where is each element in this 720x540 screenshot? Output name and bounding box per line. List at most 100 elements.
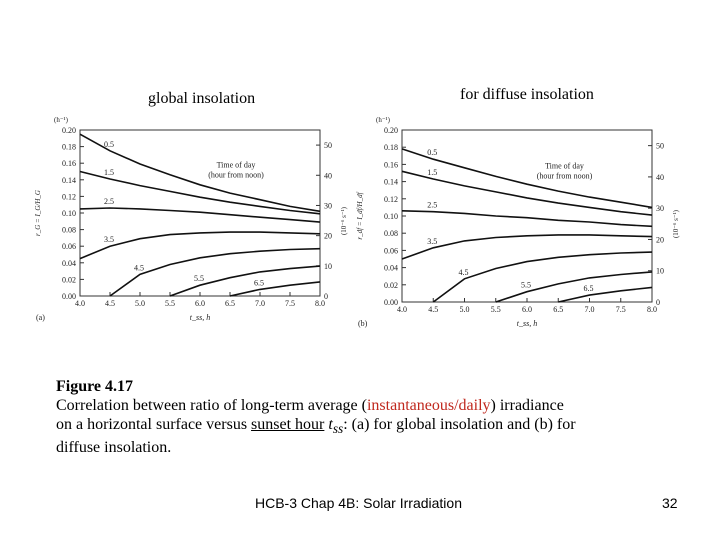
x-tick-label-a: 7.5 <box>285 299 295 308</box>
curve-a-6-5 <box>229 281 321 297</box>
annotation-time-of-day-a: Time of day <box>217 160 256 169</box>
figure-number: Figure 4.17 <box>56 378 134 395</box>
y-tick-label-a: 0.14 <box>62 176 76 185</box>
curve-label-b-2-5: 2.5 <box>427 201 437 210</box>
curve-a-2-5 <box>79 207 321 223</box>
y-tick-label-a: 0.06 <box>62 242 76 251</box>
curve-b-6-5 <box>558 286 653 303</box>
x-axis-label-a: t_ss, h <box>190 313 210 322</box>
curve-a-5-5 <box>169 265 321 297</box>
y-tick-label-b: 0.06 <box>384 246 398 255</box>
footer-title: HCB-3 Chap 4B: Solar Irradiation <box>255 495 462 511</box>
y2-tick-label-a: 0 <box>324 292 328 301</box>
caption-line1-a: Correlation between ratio of long-term a… <box>56 397 367 414</box>
x-axis-label-b: t_ss, h <box>517 319 537 328</box>
x-tick-label-b: 7.0 <box>585 305 595 314</box>
x-tick-label-b: 5.0 <box>460 305 470 314</box>
y2-axis-label-b: (10⁻⁶ s⁻¹) <box>672 209 680 238</box>
curve-label-a-0-5: 0.5 <box>104 140 114 149</box>
y-tick-label-b: 0.20 <box>384 126 398 135</box>
x-tick-label-a: 6.5 <box>225 299 235 308</box>
curve-label-a-4-5: 4.5 <box>134 263 144 272</box>
curve-label-b-4-5: 4.5 <box>459 268 469 277</box>
y-tick-label-a: 0.16 <box>62 159 76 168</box>
y2-tick-label-a: 40 <box>324 171 332 180</box>
curve-label-a-5-5: 5.5 <box>194 274 204 283</box>
x-tick-label-b: 4.0 <box>397 305 407 314</box>
y-tick-label-b: 0.00 <box>384 298 398 307</box>
caption-line1-b: ) irradiance <box>490 397 564 414</box>
y-tick-label-b: 0.04 <box>384 264 398 273</box>
curve-label-a-6-5: 6.5 <box>254 278 264 287</box>
y-tick-label-b: 0.14 <box>384 178 398 187</box>
curve-b-5-5 <box>495 271 653 303</box>
y-tick-label-b: 0.12 <box>384 195 398 204</box>
curve-b-3-5 <box>401 234 653 260</box>
curve-a-3-5 <box>79 231 321 260</box>
x-tick-label-b: 6.5 <box>553 305 563 314</box>
y-tick-label-b: 0.02 <box>384 281 398 290</box>
curve-label-b-6-5: 6.5 <box>584 284 594 293</box>
x-tick-label-b: 6.0 <box>522 305 532 314</box>
charts-canvas: 0.00 0.02 0.04 0.06 0.08 0.10 0.12 0.14 0.16 0.18… <box>34 116 680 328</box>
figure-caption: Figure 4.17 Correlation between ratio of… <box>56 377 676 457</box>
panel-label-b: (b) <box>358 319 368 328</box>
y-tick-label-b: 0.10 <box>384 212 398 221</box>
curve-a-4-5 <box>109 247 321 297</box>
y2-tick-label-b: 50 <box>656 142 664 151</box>
y-tick-label-a: 0.20 <box>62 126 76 135</box>
y2-tick-label-a: 30 <box>324 201 332 210</box>
caption-tss-symbol: tss <box>324 416 344 437</box>
curve-b-2-5 <box>401 210 653 228</box>
x-tick-label-a: 4.0 <box>75 299 85 308</box>
annotation-time-of-day-b: Time of day <box>545 162 584 171</box>
x-tick-label-a: 6.0 <box>195 299 205 308</box>
curve-a-1-5 <box>79 170 321 215</box>
y-tick-label-a: 0.12 <box>62 192 76 201</box>
plot-frame-b <box>401 129 653 303</box>
y-axis-label-b: r_df = I_df/H_df <box>356 191 364 239</box>
caption-sunset-hour: sunset hour <box>251 416 325 433</box>
y2-axis-label-a: (10⁻⁶ s⁻¹) <box>340 206 348 235</box>
curve-label-b-0-5: 0.5 <box>427 148 437 157</box>
curve-b-0-5 <box>401 148 653 209</box>
y-unit-label-b: (h⁻¹) <box>376 116 391 124</box>
y-unit-label-a: (h⁻¹) <box>54 116 69 124</box>
curve-label-b-3-5: 3.5 <box>427 237 437 246</box>
page-number: 32 <box>662 495 678 511</box>
y2-tick-label-a: 10 <box>324 262 332 271</box>
caption-t-symbol: t <box>324 416 333 433</box>
y2-tick-label-a: 50 <box>324 141 332 150</box>
curve-label-a-2-5: 2.5 <box>104 197 114 206</box>
x-tick-label-a: 5.0 <box>135 299 145 308</box>
y-tick-label-a: 0.02 <box>62 275 76 284</box>
y-tick-label-a: 0.18 <box>62 143 76 152</box>
x-tick-label-b: 4.5 <box>428 305 438 314</box>
curve-label-a-1-5: 1.5 <box>104 168 114 177</box>
y2-tick-label-a: 20 <box>324 232 332 241</box>
y2-tick-label-b: 10 <box>656 267 664 276</box>
y-tick-label-b: 0.16 <box>384 160 398 169</box>
y-tick-label-a: 0.10 <box>62 209 76 218</box>
panel-label-a: (a) <box>36 313 45 322</box>
annotation-hour-from-noon-a: (hour from noon) <box>208 170 264 179</box>
y2-tick-label-b: 40 <box>656 173 664 182</box>
x-tick-label-a: 8.0 <box>315 299 325 308</box>
x-tick-label-a: 7.0 <box>255 299 265 308</box>
x-tick-label-a: 4.5 <box>105 299 115 308</box>
curve-b-1-5 <box>401 170 653 216</box>
y2-tick-label-b: 0 <box>656 298 660 307</box>
panel-a-heading: global insolation <box>148 90 256 107</box>
x-tick-label-b: 7.5 <box>616 305 626 314</box>
caption-highlight-ratio: instantaneous/daily <box>366 397 491 414</box>
curve-label-a-3-5: 3.5 <box>104 235 114 244</box>
caption-line3: diffuse insolation. <box>56 439 172 457</box>
y-tick-label-b: 0.08 <box>384 229 398 238</box>
y-tick-label-a: 0.04 <box>62 259 76 268</box>
caption-ss-subscript: ss <box>332 421 344 437</box>
curve-label-b-5-5: 5.5 <box>521 281 531 290</box>
x-tick-label-a: 5.5 <box>165 299 175 308</box>
y-tick-label-a: 0.00 <box>62 292 76 301</box>
x-tick-label-b: 5.5 <box>491 305 501 314</box>
caption-line2-b: : (a) for global insolation and (b) for <box>343 416 576 433</box>
